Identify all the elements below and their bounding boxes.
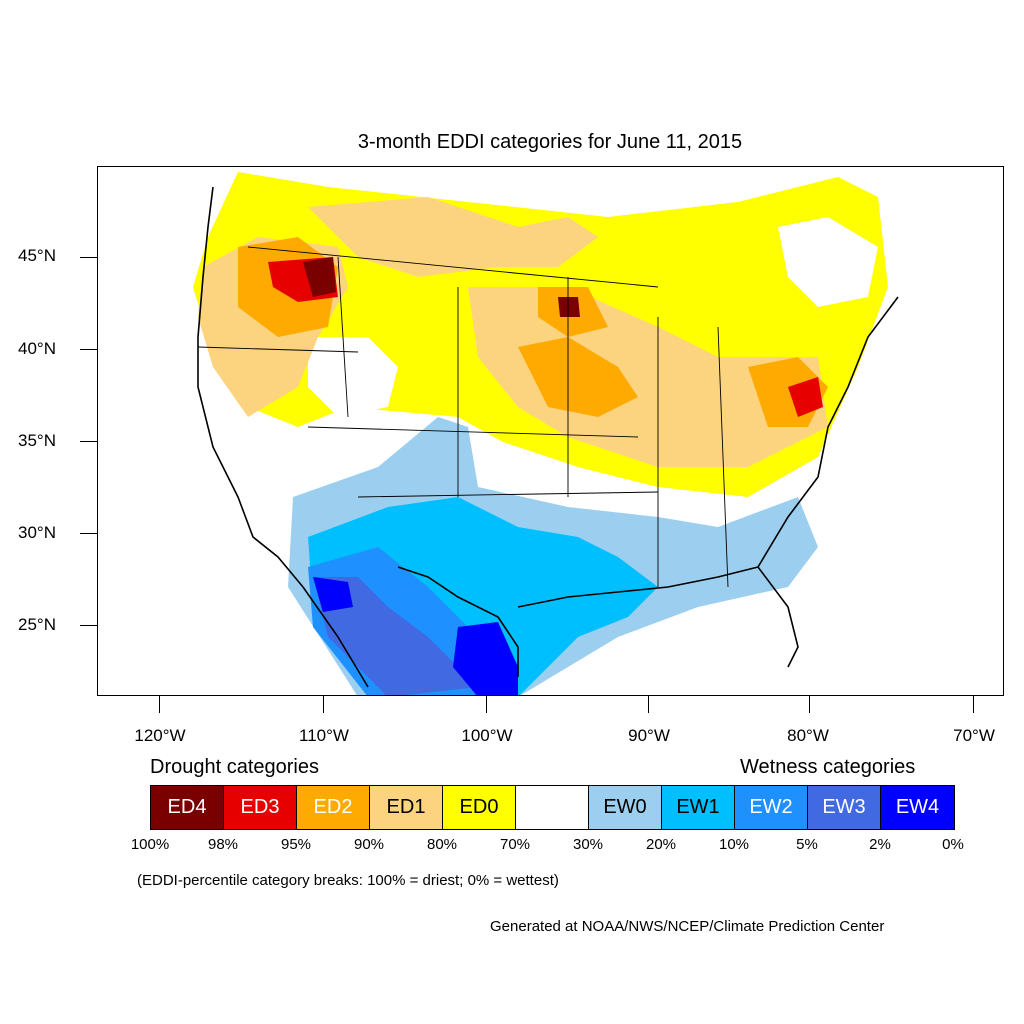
drought-heading: Drought categories xyxy=(150,756,319,778)
percent-break-label: 95% xyxy=(280,836,312,853)
legend-box-ew2: EW2 xyxy=(735,786,808,829)
lon-tick xyxy=(973,696,974,713)
legend-box-ew4: EW4 xyxy=(881,786,954,829)
lat-tick xyxy=(80,257,97,258)
percent-break-label: 100% xyxy=(130,836,170,853)
region-ed2-plains xyxy=(518,337,638,417)
lat-label-25: 25°N xyxy=(18,615,56,634)
lat-label-45: 45°N xyxy=(18,246,56,265)
lat-tick xyxy=(80,441,97,442)
lon-tick xyxy=(809,696,810,713)
percent-break-label: 30% xyxy=(572,836,604,853)
legend-box-ed3: ED3 xyxy=(224,786,297,829)
map-title: 3-month EDDI categories for June 11, 201… xyxy=(357,131,743,153)
credit-line: Generated at NOAA/NWS/NCEP/Climate Predi… xyxy=(490,918,885,935)
lon-label-80: 80°W xyxy=(787,726,829,745)
lat-label-35: 35°N xyxy=(18,431,56,450)
lon-label-90: 90°W xyxy=(628,726,670,745)
lon-tick xyxy=(486,696,487,713)
lon-label-100: 100°W xyxy=(461,726,513,745)
lat-tick xyxy=(80,533,97,534)
legend-box-neutral xyxy=(516,786,589,829)
percent-break-label: 10% xyxy=(718,836,750,853)
legend-box-ed4: ED4 xyxy=(151,786,224,829)
category-break-note: (EDDI-percentile category breaks: 100% =… xyxy=(137,872,559,889)
region-ew4-baja xyxy=(313,577,353,612)
lat-label-40: 40°N xyxy=(18,339,56,358)
coastlines xyxy=(197,186,899,688)
legend-box-ew1: EW1 xyxy=(662,786,735,829)
legend-box-ed2: ED2 xyxy=(297,786,370,829)
region-ed3-ohio xyxy=(788,377,823,417)
region-ed1-midwest xyxy=(468,287,828,467)
lat-tick xyxy=(80,349,97,350)
percent-break-label: 2% xyxy=(869,836,891,853)
lon-tick xyxy=(648,696,649,713)
lon-tick xyxy=(323,696,324,713)
eddi-map xyxy=(193,172,899,695)
percent-break-label: 0% xyxy=(942,836,964,853)
lon-tick xyxy=(159,696,160,713)
state-borders xyxy=(197,246,729,588)
region-ed4-montana xyxy=(303,257,336,297)
legend-box-ed0: ED0 xyxy=(443,786,516,829)
legend-box-ew3: EW3 xyxy=(808,786,881,829)
lat-label-30: 30°N xyxy=(18,523,56,542)
region-ew4 xyxy=(453,622,518,695)
lon-label-70: 70°W xyxy=(953,726,995,745)
lat-tick xyxy=(80,625,97,626)
percent-break-label: 80% xyxy=(426,836,458,853)
region-ed1-canada xyxy=(308,197,598,277)
map-plot-area xyxy=(97,166,1004,696)
legend-box-ew0: EW0 xyxy=(589,786,662,829)
region-neutral-ne xyxy=(778,217,878,307)
lon-label-110: 110°W xyxy=(299,726,349,745)
percent-break-label: 5% xyxy=(796,836,818,853)
percent-break-label: 98% xyxy=(207,836,239,853)
legend-box-ed1: ED1 xyxy=(370,786,443,829)
percent-break-label: 70% xyxy=(499,836,531,853)
region-ew3 xyxy=(313,577,478,695)
region-neutral-west xyxy=(308,337,398,417)
percent-break-label: 20% xyxy=(645,836,677,853)
percent-break-label: 90% xyxy=(353,836,385,853)
wetness-heading: Wetness categories xyxy=(740,756,916,778)
region-ed4-minnesota xyxy=(558,297,580,317)
legend-color-bar: ED4 ED3 ED2 ED1 ED0 EW0 EW1 EW2 EW3 EW4 xyxy=(150,785,955,830)
lon-label-120: 120°W xyxy=(134,726,186,745)
